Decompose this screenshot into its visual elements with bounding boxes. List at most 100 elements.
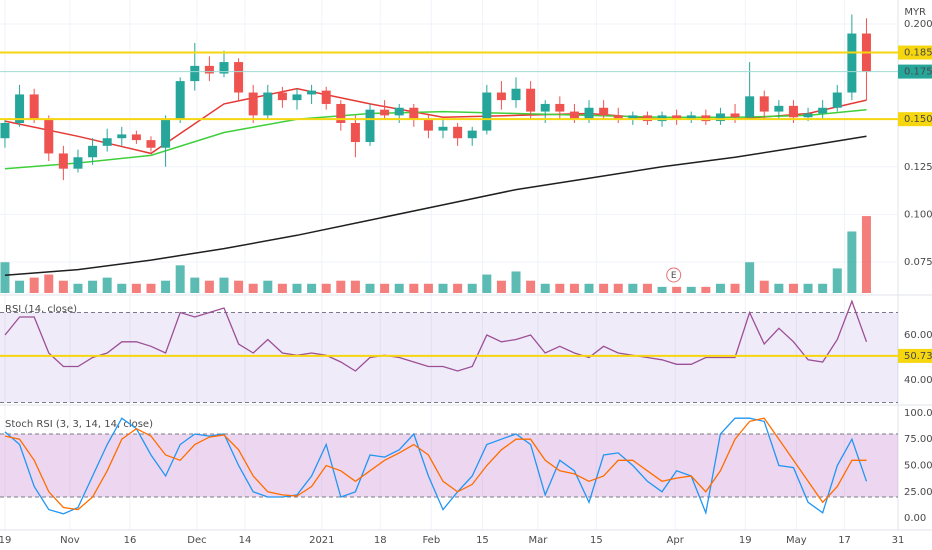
candle-body xyxy=(818,107,828,114)
x-tick-label: 15 xyxy=(590,535,603,546)
volume-bar xyxy=(219,277,229,293)
volume-bar xyxy=(336,280,346,293)
last-price-box xyxy=(898,64,932,79)
volume-bar xyxy=(394,283,404,293)
candle-body xyxy=(423,119,433,131)
volume-bar xyxy=(190,277,200,293)
volume-bar xyxy=(584,283,594,293)
candle-body xyxy=(58,153,68,169)
volume-bar xyxy=(307,283,317,293)
candle-body xyxy=(161,119,171,148)
volume-bar xyxy=(496,280,506,293)
volume-bar xyxy=(628,283,638,293)
candle-body xyxy=(438,126,448,131)
volume-bar xyxy=(730,283,740,293)
x-tick-label: Mar xyxy=(528,535,548,546)
candle-body xyxy=(307,90,317,95)
volume-bar xyxy=(745,262,755,293)
volume-bar xyxy=(701,286,711,293)
volume-bar xyxy=(555,283,565,293)
volume-bar xyxy=(453,283,463,293)
stoch-title: Stoch RSI (3, 3, 14, 14, close) xyxy=(5,419,153,430)
volume-bar xyxy=(467,283,477,293)
volume-bar xyxy=(88,280,98,293)
volume-bar xyxy=(438,283,448,293)
candle-body xyxy=(540,103,550,112)
moving-average xyxy=(4,135,867,277)
x-tick-label: May xyxy=(786,535,807,546)
y-tick-label: 0.125 xyxy=(904,162,932,173)
candle-body xyxy=(365,109,375,143)
volume-bar xyxy=(847,231,857,293)
candle-body xyxy=(292,94,302,101)
x-tick-label: 31 xyxy=(892,535,905,546)
candle-body xyxy=(88,145,98,158)
candle-body xyxy=(569,111,579,120)
y-tick-label: 0.100 xyxy=(904,209,932,220)
y-tick-label: 0.00 xyxy=(904,513,926,524)
volume-bar xyxy=(277,283,287,293)
candle-body xyxy=(117,134,127,139)
indicator-line xyxy=(4,417,868,516)
volume-bar xyxy=(131,283,141,293)
x-tick-label: 17 xyxy=(838,535,851,546)
candle-body xyxy=(102,138,112,146)
candle-body xyxy=(453,126,463,139)
candle-body xyxy=(277,92,287,101)
candle-body xyxy=(496,92,506,101)
candle-body xyxy=(511,88,521,101)
volume-bar xyxy=(350,280,360,293)
indicator-line xyxy=(4,417,867,511)
candle-body xyxy=(0,122,10,139)
rsi-title: RSI (14, close) xyxy=(5,304,77,315)
candle-body xyxy=(29,94,39,120)
candle-body xyxy=(350,122,360,143)
indicator-line xyxy=(4,299,868,372)
candle-body xyxy=(146,140,156,148)
y-tick-label: 75.00 xyxy=(904,434,932,445)
volume-bar xyxy=(511,271,521,293)
candle-body xyxy=(248,92,258,116)
x-tick-label: Apr xyxy=(667,535,685,546)
candle-body xyxy=(613,115,623,120)
event-label: E xyxy=(671,271,677,281)
candle-body xyxy=(745,96,755,118)
volume-bar xyxy=(788,283,798,293)
level-label-box xyxy=(898,348,932,363)
candle-body xyxy=(394,107,404,116)
x-tick-label: 2021 xyxy=(309,535,334,546)
volume-bar xyxy=(15,280,25,293)
volume-bar xyxy=(102,277,112,293)
level-label-box xyxy=(898,45,932,60)
currency: MYR xyxy=(904,7,926,18)
volume-bar xyxy=(263,280,273,293)
volume-bar xyxy=(657,286,667,293)
candle-body xyxy=(204,65,214,74)
volume-bar xyxy=(44,274,54,293)
level-label-box xyxy=(898,112,932,127)
last-price-label: 0.175 xyxy=(904,67,932,78)
candle-body xyxy=(832,92,842,108)
level-label: 50.73 xyxy=(904,351,932,362)
candle-body xyxy=(336,103,346,123)
candle-body xyxy=(803,113,813,118)
volume-bar xyxy=(759,280,769,293)
volume-bar xyxy=(540,283,550,293)
candle-body xyxy=(131,134,141,141)
volume-bar xyxy=(774,283,784,293)
volume-bar xyxy=(380,283,390,293)
volume-bar xyxy=(73,283,83,293)
x-tick-label: 19 xyxy=(0,535,11,546)
y-tick-label: 25.00 xyxy=(904,487,932,498)
candle-body xyxy=(15,94,25,123)
candle-body xyxy=(175,81,185,120)
y-tick-label: 0.200 xyxy=(904,19,932,30)
volume-bar xyxy=(672,286,682,293)
candle-body xyxy=(482,92,492,131)
volume-bar xyxy=(423,283,433,293)
candle-body xyxy=(44,119,54,154)
x-tick-label: Feb xyxy=(422,535,440,546)
candle-body xyxy=(672,115,682,120)
x-tick-label: 18 xyxy=(374,535,387,546)
volume-bar xyxy=(365,283,375,293)
